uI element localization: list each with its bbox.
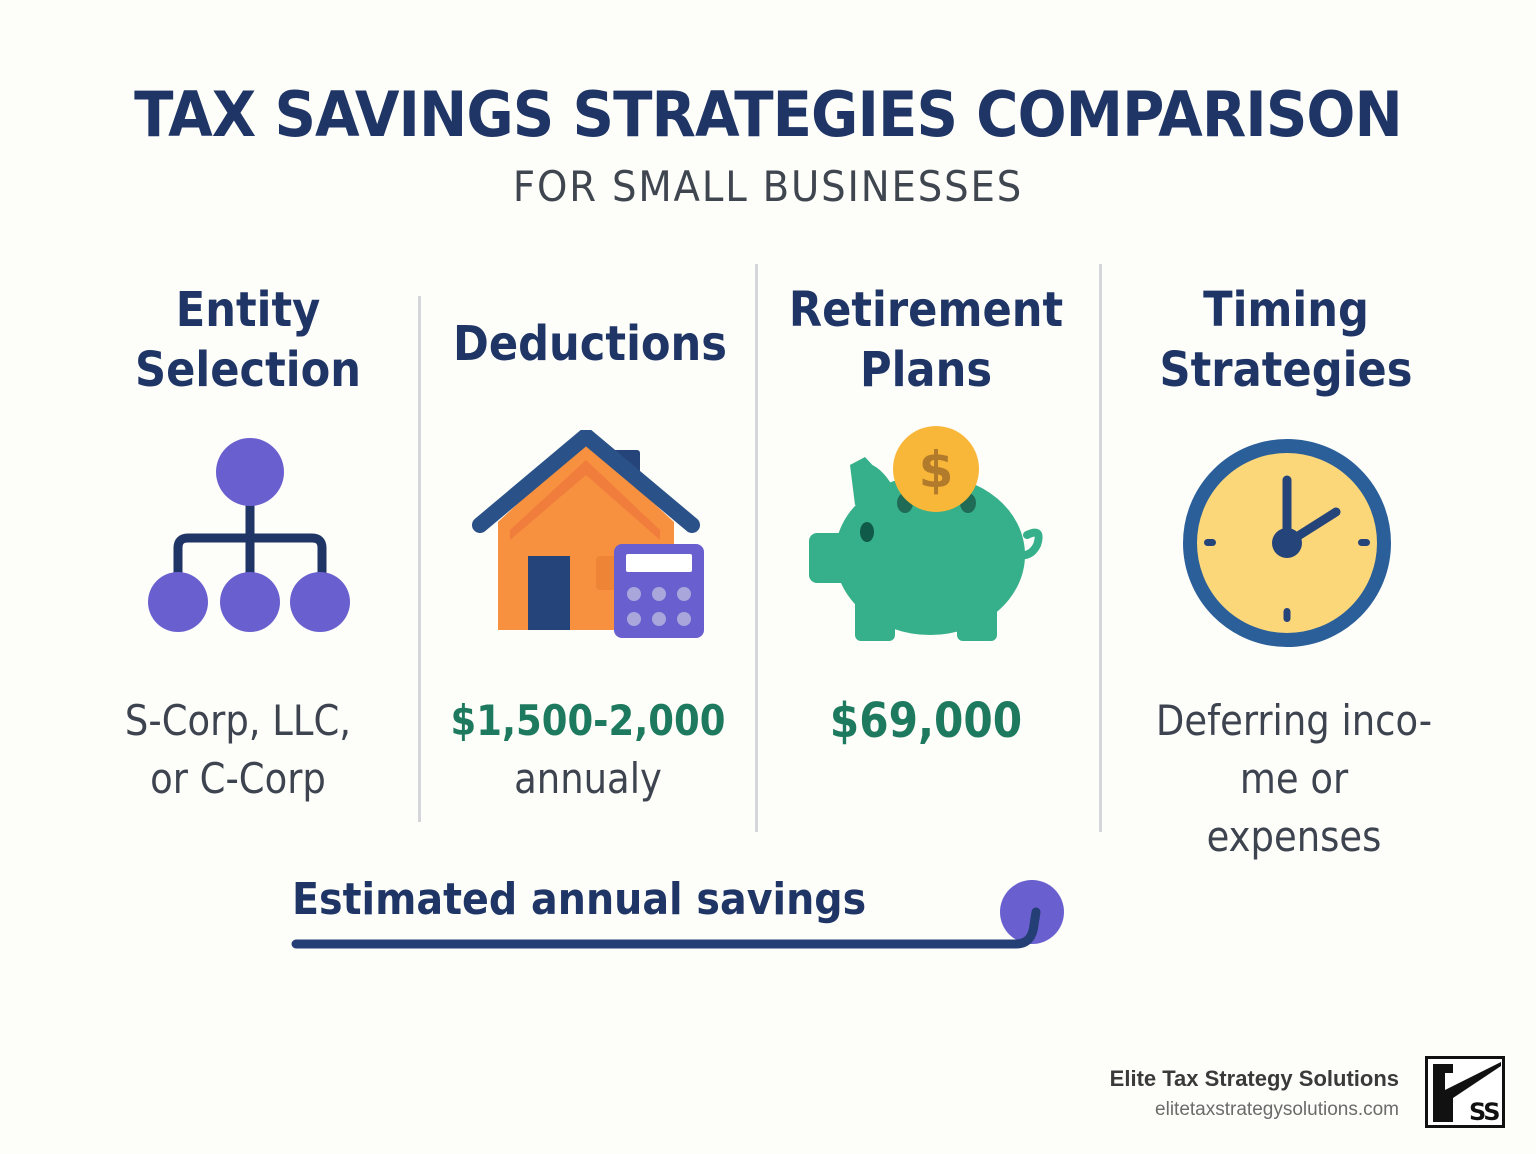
column-title: Retirement Plans bbox=[788, 282, 1064, 398]
column-value: S-Corp, LLC, or C-Corp bbox=[124, 696, 352, 803]
column-divider bbox=[755, 264, 758, 832]
page-title: TAX SAVINGS STRATEGIES COMPARISON bbox=[134, 78, 1403, 151]
brand-logo-icon: SS bbox=[1425, 1056, 1505, 1128]
piggy-bank-icon: $ bbox=[809, 426, 1043, 641]
clock-icon bbox=[1183, 439, 1391, 647]
page-subtitle: FOR SMALL BUSINESSES bbox=[512, 162, 1024, 211]
house-calculator-icon bbox=[472, 430, 704, 638]
org-chart-icon bbox=[148, 438, 350, 632]
brand-url: elitetaxstrategysolutions.com bbox=[1155, 1099, 1399, 1120]
brand-name: Elite Tax Strategy Solutions bbox=[1109, 1066, 1399, 1091]
savings-label: Estimated annual savings bbox=[292, 874, 867, 925]
column-value: $1,500-2,000 annualy bbox=[450, 696, 726, 803]
column-divider bbox=[418, 296, 421, 822]
column-title: Timing Strategies bbox=[1159, 282, 1413, 398]
dollar-sign-icon: $ bbox=[919, 441, 954, 499]
column-value: Deferring inco- me or expenses bbox=[1155, 696, 1433, 861]
column-title: Deductions bbox=[452, 316, 728, 372]
column-title: Entity Selection bbox=[134, 282, 362, 398]
savings-bar-track bbox=[291, 880, 1064, 949]
svg-text:SS: SS bbox=[1469, 1098, 1499, 1126]
column-value: $69,000 bbox=[829, 693, 1023, 749]
column-divider bbox=[1099, 264, 1102, 832]
